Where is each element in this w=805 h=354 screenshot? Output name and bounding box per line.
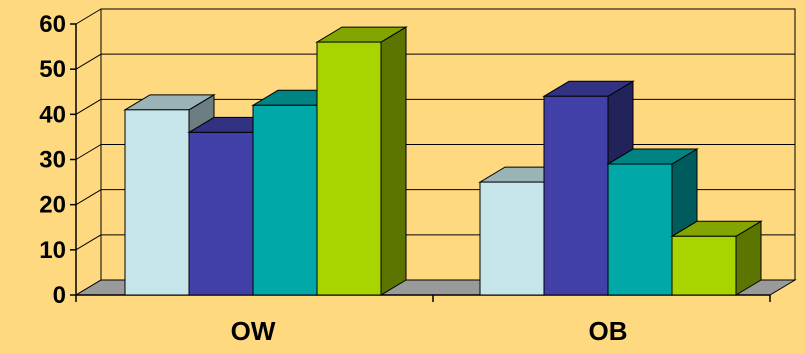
side-wall-line (75, 98, 102, 115)
chart-bars (123, 26, 763, 296)
y-tick-label: 30 (39, 147, 66, 174)
side-wall-line (75, 53, 102, 70)
side-wall-line (75, 189, 102, 206)
y-axis-tick-labels: 0 10 20 30 40 50 60 (39, 11, 66, 309)
bar-front-face (607, 163, 673, 296)
bar-front-face (316, 41, 382, 296)
side-wall-line (75, 234, 102, 251)
side-wall-line (75, 144, 102, 160)
bar-ow-series-4 (315, 26, 408, 296)
side-wall-line (75, 8, 102, 25)
category-label-ow: OW (231, 316, 276, 346)
bar-front-face (252, 104, 318, 296)
bar-front-face (188, 131, 254, 296)
y-tick-label: 0 (53, 282, 66, 309)
y-tick-label: 20 (39, 192, 66, 219)
bar-front-face (543, 95, 609, 296)
bar-ob-series-4 (670, 220, 763, 296)
y-tick-label: 10 (39, 237, 66, 264)
bar-front-face (124, 109, 190, 296)
bar-side-face (380, 26, 407, 296)
y-tick-label: 40 (39, 101, 66, 128)
x-axis-category-labels: OW OB (231, 316, 628, 346)
bar-front-face (671, 235, 737, 296)
category-label-ob: OB (589, 316, 628, 346)
y-tick-label: 50 (39, 56, 66, 83)
y-tick-label: 60 (39, 11, 66, 38)
bar-front-face (479, 181, 545, 296)
